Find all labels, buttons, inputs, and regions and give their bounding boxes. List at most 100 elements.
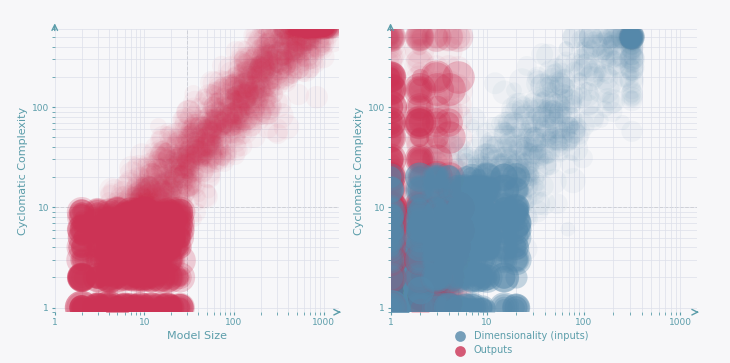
Point (322, 24, 334, 30)
Point (412, 305, 424, 310)
Point (499, 274, 510, 280)
Point (499, 244, 510, 250)
Point (414, 236, 426, 241)
Point (285, 60, 297, 66)
Point (452, 210, 464, 216)
Point (110, 261, 121, 267)
Point (226, 71, 238, 77)
Point (207, 103, 218, 109)
Point (465, 245, 477, 250)
Point (118, 221, 129, 227)
Point (187, 140, 199, 146)
Point (112, 220, 123, 226)
Point (398, 305, 410, 310)
Point (425, 251, 437, 257)
Point (255, 24, 267, 30)
Point (311, 24, 323, 30)
Point (626, 34, 638, 40)
Point (464, 195, 476, 200)
Point (385, 220, 396, 226)
Point (414, 194, 426, 200)
Point (283, 24, 294, 30)
Point (552, 140, 564, 146)
Point (460, 234, 472, 240)
Point (412, 304, 424, 310)
Point (318, 24, 329, 30)
Point (499, 187, 510, 193)
Point (220, 155, 232, 161)
Point (626, 34, 638, 40)
Point (324, 24, 336, 30)
Point (397, 304, 409, 310)
Point (92, 209, 104, 215)
Point (119, 257, 131, 263)
Point (385, 34, 396, 40)
Point (161, 214, 173, 220)
Point (443, 116, 455, 122)
Point (414, 34, 426, 40)
Point (201, 129, 212, 135)
Point (191, 144, 202, 150)
Point (443, 277, 455, 282)
Point (139, 220, 150, 226)
Point (143, 210, 155, 216)
Point (385, 158, 396, 164)
Point (385, 34, 396, 40)
Point (618, 34, 629, 40)
Point (501, 189, 512, 195)
Point (385, 34, 396, 40)
Point (160, 150, 172, 156)
Point (624, 34, 636, 40)
Point (146, 257, 158, 263)
Point (626, 34, 638, 40)
Point (443, 216, 455, 222)
Point (414, 204, 426, 210)
Point (260, 43, 272, 49)
Point (103, 257, 115, 263)
Point (160, 187, 172, 193)
Point (136, 197, 147, 203)
Point (194, 150, 206, 156)
Point (395, 272, 407, 278)
Point (456, 178, 467, 183)
Point (414, 214, 426, 220)
Point (407, 258, 419, 264)
Point (409, 215, 420, 221)
Point (139, 185, 150, 191)
Point (388, 291, 399, 297)
Point (188, 135, 199, 141)
Point (285, 24, 297, 30)
Point (461, 235, 473, 241)
Point (294, 60, 306, 66)
Point (407, 305, 418, 310)
Point (116, 199, 128, 205)
Point (323, 24, 335, 30)
Point (418, 300, 429, 306)
Point (385, 295, 396, 301)
Point (385, 195, 396, 201)
Point (149, 177, 161, 183)
Point (497, 145, 509, 151)
Point (414, 257, 426, 263)
Point (502, 208, 514, 213)
Point (450, 239, 462, 245)
Point (418, 290, 430, 296)
Point (452, 251, 464, 257)
Point (393, 253, 404, 259)
Point (134, 232, 145, 237)
Point (431, 248, 442, 254)
Point (385, 187, 396, 193)
Point (76, 227, 88, 232)
Point (125, 234, 137, 240)
Point (119, 305, 131, 310)
Point (154, 234, 166, 240)
Point (99, 241, 111, 247)
Point (101, 246, 112, 252)
Point (385, 174, 396, 180)
Point (414, 297, 426, 303)
Point (173, 141, 185, 147)
Point (393, 305, 405, 310)
Point (626, 34, 638, 40)
Point (207, 119, 219, 125)
Point (119, 214, 131, 220)
